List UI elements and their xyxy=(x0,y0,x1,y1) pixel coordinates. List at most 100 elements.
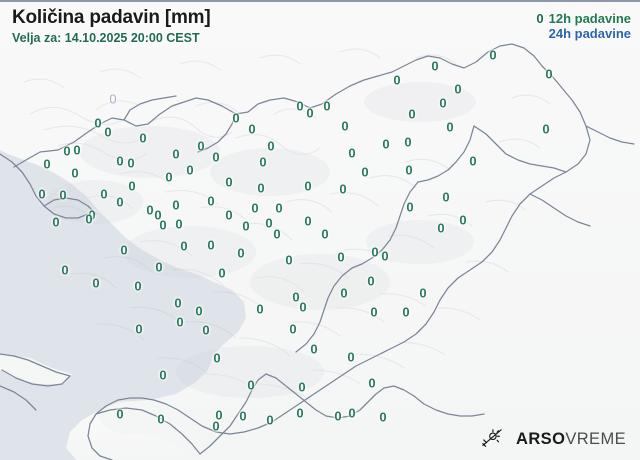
station-value: 0 xyxy=(186,162,194,178)
station-value: 0 xyxy=(402,304,410,320)
station-value: 0 xyxy=(442,189,450,205)
legend: 0 12h padavine 24h padavine xyxy=(536,11,631,41)
station-value: 0 xyxy=(94,115,102,131)
station-value: 0 xyxy=(275,200,283,216)
station-value: 0 xyxy=(304,178,312,194)
station-value: 0 xyxy=(298,379,306,395)
station-value: 0 xyxy=(116,194,124,210)
station-value: 0 xyxy=(545,66,553,82)
station-value: 0 xyxy=(155,259,163,275)
station-value: 0 xyxy=(304,213,312,229)
station-value: 0 xyxy=(469,153,477,169)
legend-row-24h: 24h padavine xyxy=(536,26,631,41)
station-value: 0 xyxy=(92,275,100,291)
station-value: 0 xyxy=(120,242,128,258)
sun-rain-icon xyxy=(482,429,502,447)
station-value: 0 xyxy=(207,237,215,253)
station-value: 0 xyxy=(408,106,416,122)
station-value: 0 xyxy=(59,187,67,203)
station-value: 0 xyxy=(419,285,427,301)
station-value: 0 xyxy=(85,211,93,227)
station-value: 0 xyxy=(446,119,454,135)
station-value: 0 xyxy=(405,162,413,178)
station-value: 0 xyxy=(88,207,96,223)
station-value: 0 xyxy=(348,405,356,421)
station-value: 0 xyxy=(202,322,210,338)
station-value: 0 xyxy=(63,143,71,159)
station-value: 0 xyxy=(61,262,69,278)
station-value: 0 xyxy=(212,418,220,434)
station-value: 0 xyxy=(370,304,378,320)
station-value: 0 xyxy=(225,207,233,223)
logo-vreme: VREME xyxy=(565,429,626,448)
station-value: 0 xyxy=(225,174,233,190)
station-value: 0 xyxy=(292,289,300,305)
station-value: 0 xyxy=(437,220,445,236)
station-value: 0 xyxy=(368,375,376,391)
station-value: 0 xyxy=(159,367,167,383)
station-value: 0 xyxy=(259,154,267,170)
station-value: 0 xyxy=(232,110,240,126)
station-value: 0 xyxy=(266,412,274,428)
station-value: 0 xyxy=(337,249,345,265)
station-value: 0 xyxy=(213,350,221,366)
station-value: 0 xyxy=(431,58,439,74)
station-value: 0 xyxy=(116,406,124,422)
station-value: 0 xyxy=(285,252,293,268)
station-value: 0 xyxy=(212,149,220,165)
station-value: 0 xyxy=(73,142,81,158)
station-value: 0 xyxy=(71,165,79,181)
station-value: 0 xyxy=(341,118,349,134)
station-value: 0 xyxy=(404,134,412,150)
station-value: 0 xyxy=(393,72,401,88)
station-value: 0 xyxy=(175,216,183,232)
station-value: 0 xyxy=(180,238,188,254)
station-value: 0 xyxy=(248,121,256,137)
station-value: 0 xyxy=(52,214,60,230)
station-value: 0 xyxy=(306,105,314,121)
station-value: 0 xyxy=(347,349,355,365)
station-value: 0 xyxy=(128,178,136,194)
station-value: 0 xyxy=(247,377,255,393)
station-value: 0 xyxy=(134,278,142,294)
station-value: 0 xyxy=(289,321,297,337)
station-value: 0 xyxy=(339,181,347,197)
station-value: 0 xyxy=(172,197,180,213)
station-value: 0 xyxy=(195,303,203,319)
station-value: 0 xyxy=(371,244,379,260)
station-value: 0 xyxy=(406,199,414,215)
station-value: 0 xyxy=(218,265,226,281)
arso-logo: ARSOVREME xyxy=(481,428,626,450)
station-value: 0 xyxy=(296,98,304,114)
station-value: 0 xyxy=(542,121,550,137)
station-value: 0 xyxy=(265,215,273,231)
station-value: 0 xyxy=(174,295,182,311)
station-value: 0 xyxy=(239,408,247,424)
station-value: 0 xyxy=(215,407,223,423)
station-value: 0 xyxy=(299,299,307,315)
station-value: 0 xyxy=(251,200,259,216)
station-value: 0 xyxy=(367,273,375,289)
station-value: 0 xyxy=(382,136,390,152)
station-value: 0 xyxy=(273,226,281,242)
valid-time-subtitle: Velja za: 14.10.2025 20:00 CEST xyxy=(12,31,200,45)
station-value: 0 xyxy=(116,153,124,169)
station-value: 0 xyxy=(154,207,162,223)
station-value: 0 xyxy=(207,193,215,209)
station-value: 0 xyxy=(296,405,304,421)
station-value: 0 xyxy=(321,226,329,242)
station-value: 0 xyxy=(459,212,467,228)
station-value: 0 xyxy=(379,409,387,425)
legend-sample-value-12h: 0 xyxy=(536,11,544,26)
station-value: 0 xyxy=(256,301,264,317)
station-value: 0 xyxy=(267,138,275,154)
logo-arso: ARSO xyxy=(516,429,566,448)
station-value: 0 xyxy=(165,169,173,185)
station-value: 0 xyxy=(340,285,348,301)
station-value: 0 xyxy=(139,130,147,146)
map-header: Količina padavin [mm] Velja za: 14.10.20… xyxy=(12,7,211,46)
station-value: 0 xyxy=(157,411,165,427)
station-value: 0 xyxy=(159,217,167,233)
